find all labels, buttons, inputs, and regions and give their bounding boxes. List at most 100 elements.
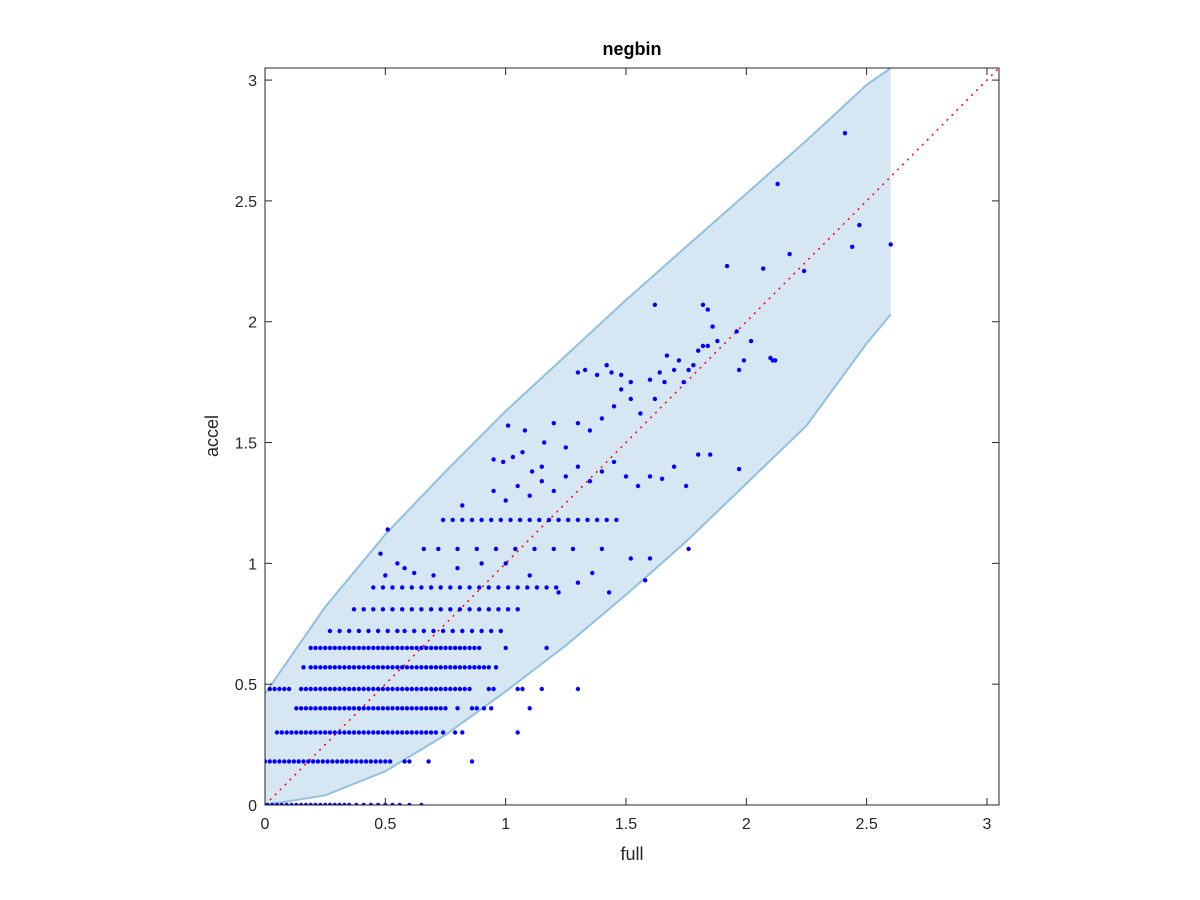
data-point [611, 459, 617, 465]
data-point [472, 645, 477, 651]
data-point [436, 546, 441, 552]
data-point [282, 759, 287, 764]
data-point [308, 686, 313, 692]
data-point [671, 367, 677, 373]
data-point [419, 645, 424, 651]
data-point [296, 759, 301, 764]
data-point [361, 665, 366, 670]
data-point [414, 645, 419, 651]
data-point [554, 585, 559, 590]
plot-area [265, 68, 999, 805]
data-point [532, 546, 537, 552]
data-point [400, 706, 405, 711]
data-point [556, 517, 561, 523]
data-point [400, 607, 405, 612]
data-point [361, 706, 366, 711]
data-point [770, 358, 775, 363]
data-point [366, 730, 371, 735]
y-tick-label: 0.5 [235, 677, 257, 694]
data-point [469, 759, 475, 764]
data-point [857, 222, 862, 228]
data-points [265, 131, 893, 805]
data-point [298, 706, 304, 711]
data-point [289, 802, 294, 805]
data-point [460, 517, 465, 523]
data-point [604, 363, 609, 368]
data-point [614, 517, 619, 523]
data-point [294, 730, 299, 735]
data-point [274, 730, 280, 735]
data-point [363, 759, 369, 764]
data-point [491, 686, 496, 692]
data-point [385, 706, 390, 711]
data-point [366, 645, 371, 651]
data-point [409, 665, 414, 670]
data-point [327, 628, 333, 634]
data-point [628, 379, 633, 385]
data-point [481, 706, 487, 711]
data-point [664, 353, 670, 358]
data-point [323, 665, 328, 670]
data-point [479, 517, 484, 523]
data-point [404, 730, 410, 735]
data-point [542, 440, 547, 445]
data-point [351, 706, 357, 711]
data-point [585, 517, 590, 523]
data-point [683, 483, 689, 489]
data-point [433, 686, 439, 692]
data-point [361, 730, 366, 735]
data-point [467, 686, 472, 692]
data-point [378, 551, 383, 556]
data-point [409, 645, 414, 651]
data-point [761, 266, 766, 271]
data-point [619, 387, 624, 392]
data-point [337, 645, 342, 651]
data-point [318, 686, 323, 692]
data-point [303, 730, 309, 735]
data-point [433, 706, 439, 711]
data-point [486, 665, 491, 670]
data-point [349, 759, 354, 764]
y-axis-label: accel [202, 415, 222, 457]
data-point [505, 585, 511, 590]
data-point [380, 585, 386, 590]
y-tick-label: 1 [248, 556, 257, 573]
data-point [460, 730, 465, 735]
data-point [705, 343, 710, 349]
data-point [313, 665, 318, 670]
data-point [489, 706, 494, 711]
data-point [359, 759, 364, 764]
data-point [529, 469, 535, 474]
data-point [351, 686, 357, 692]
data-point [327, 802, 333, 805]
data-point [503, 561, 508, 566]
data-point [323, 706, 328, 711]
data-point [419, 585, 424, 590]
data-point [313, 645, 318, 651]
data-point [433, 665, 439, 670]
data-point [570, 546, 576, 552]
data-point [623, 474, 629, 479]
data-point [686, 546, 691, 552]
data-point [474, 706, 479, 711]
data-point [344, 759, 349, 764]
data-point [575, 421, 581, 426]
data-point [335, 759, 340, 764]
data-point [652, 302, 658, 307]
data-point [400, 730, 405, 735]
data-point [638, 411, 643, 416]
data-point [520, 686, 525, 692]
data-point [457, 607, 463, 612]
data-point [515, 686, 520, 692]
data-point [414, 706, 419, 711]
data-point [491, 457, 496, 462]
data-point [371, 730, 376, 735]
data-point [402, 566, 407, 571]
data-point [265, 759, 268, 764]
data-point [443, 686, 448, 692]
data-point [327, 665, 333, 670]
data-point [474, 546, 479, 552]
data-point [431, 573, 436, 578]
data-point [455, 566, 460, 571]
data-point [383, 759, 388, 764]
